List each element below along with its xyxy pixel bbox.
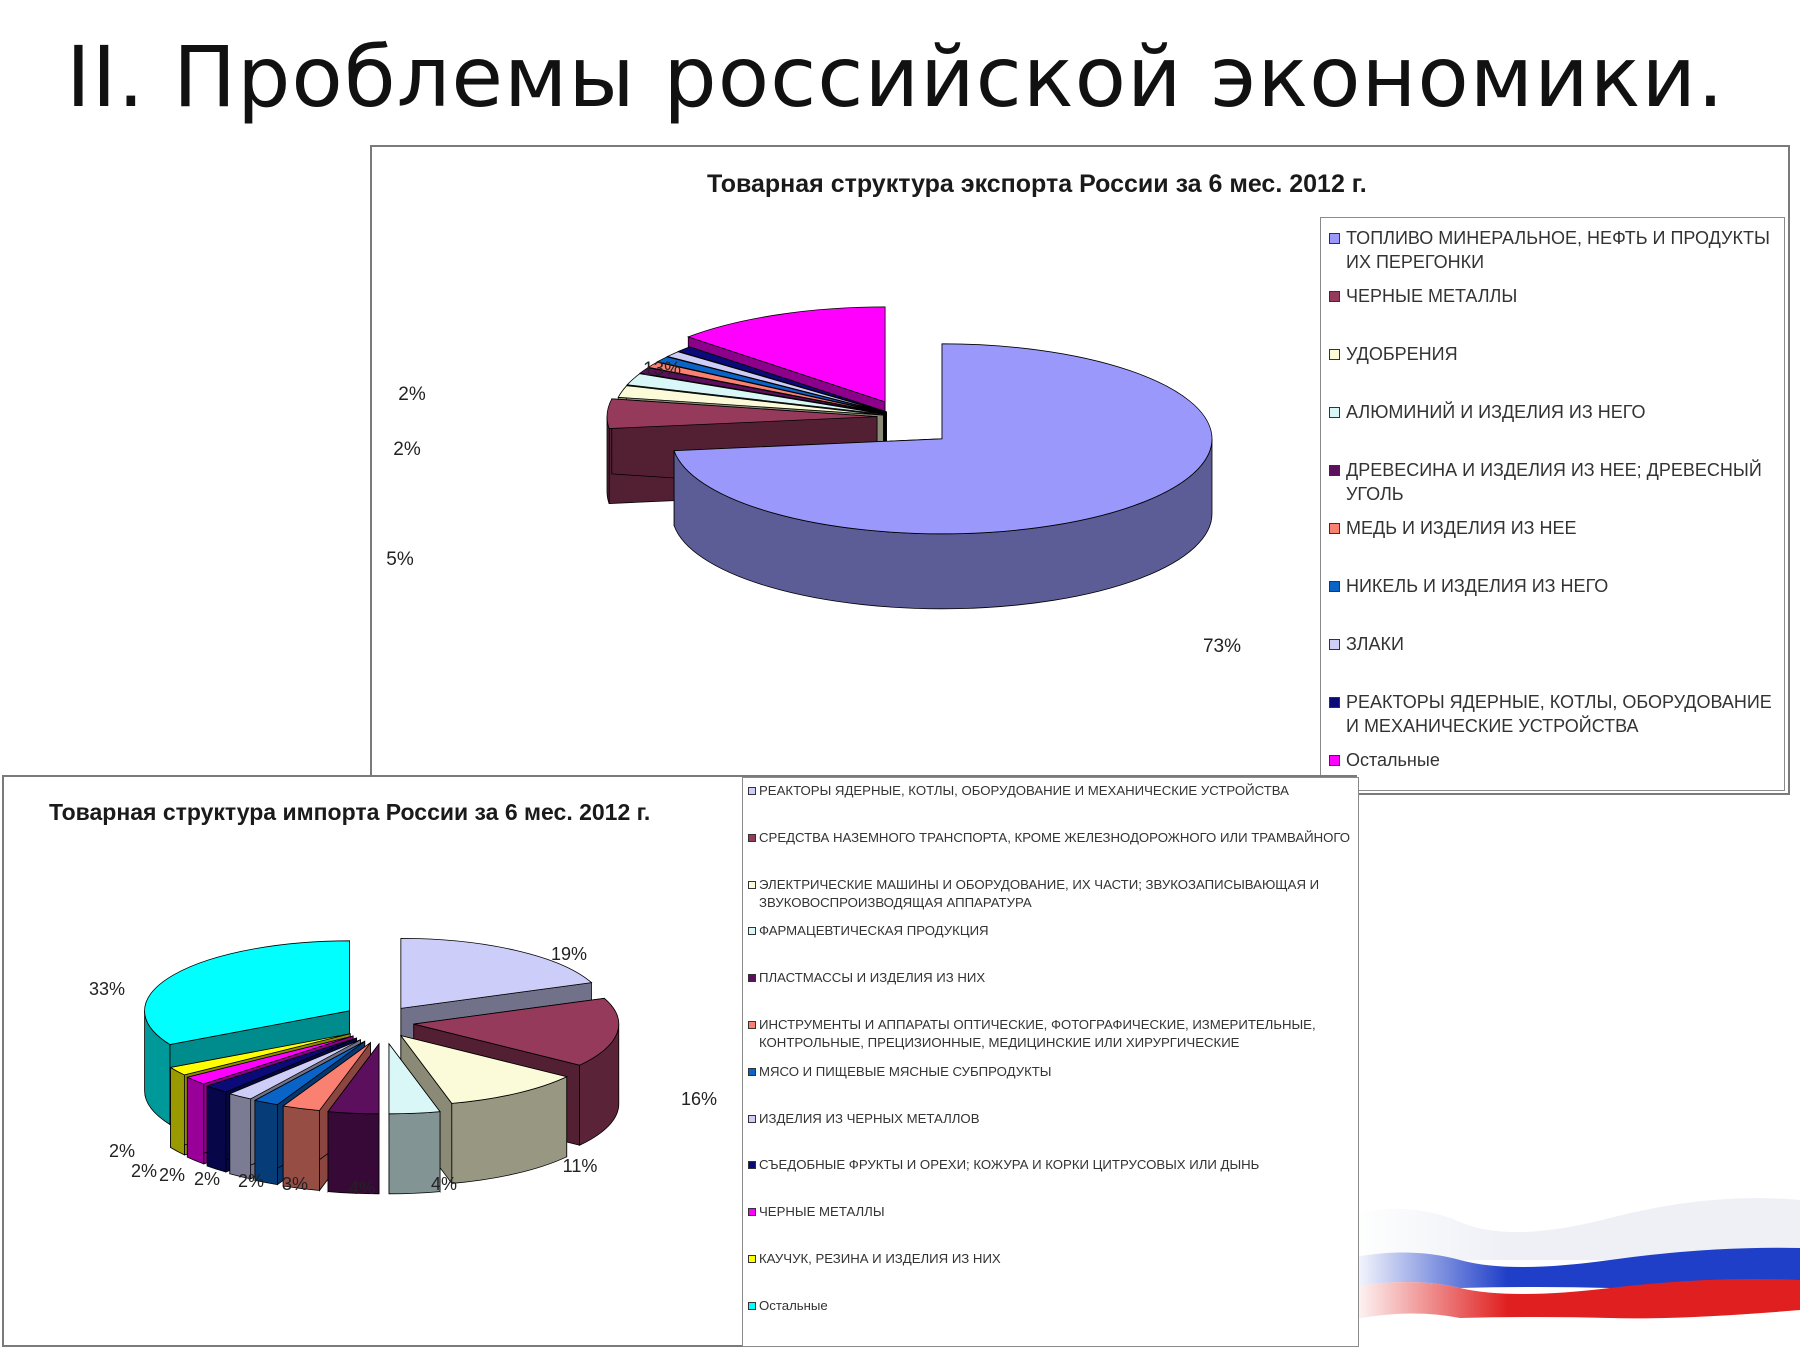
legend-label: РЕАКТОРЫ ЯДЕРНЫЕ, КОТЛЫ, ОБОРУДОВАНИЕ И … <box>759 783 1289 798</box>
legend-label: СЪЕДОБНЫЕ ФРУКТЫ И ОРЕХИ; КОЖУРА И КОРКИ… <box>759 1157 1260 1173</box>
legend-swatch <box>1329 581 1340 592</box>
export-legend: ТОПЛИВО МИНЕРАЛЬНОЕ, НЕФТЬ И ПРОДУКТЫ ИХ… <box>1320 217 1785 791</box>
legend-swatch <box>748 1254 756 1263</box>
legend-swatch <box>1329 465 1340 476</box>
legend-label: Остальные <box>1346 750 1440 770</box>
pct-label-1-11: 33% <box>89 979 125 999</box>
legend-swatch <box>748 1161 756 1170</box>
legend-swatch <box>1329 407 1340 418</box>
legend-swatch <box>1329 697 1340 708</box>
russian-flag-ribbon <box>1350 1160 1800 1350</box>
legend-label: МЕДЬ И ИЗДЕЛИЯ ИЗ НЕЕ <box>1346 518 1577 538</box>
legend-item: ЭЛЕКТРИЧЕСКИЕ МАШИНЫ И ОБОРУДОВАНИЕ, ИХ … <box>747 876 1354 923</box>
legend-item: ЧЕРНЫЕ МЕТАЛЛЫ <box>1327 284 1778 342</box>
pct-label-1-9: 2% <box>131 1161 157 1181</box>
legend-label: НИКЕЛЬ И ИЗДЕЛИЯ ИЗ НЕГО <box>1346 576 1609 596</box>
pct-label-1-6: 2% <box>238 1171 264 1191</box>
legend-label: ЗЛАКИ <box>1346 634 1404 654</box>
legend-swatch <box>748 1020 756 1029</box>
legend-swatch <box>748 880 756 889</box>
pct-label-0-9: 13% <box>643 359 681 380</box>
legend-item: АЛЮМИНИЙ И ИЗДЕЛИЯ ИЗ НЕГО <box>1327 400 1778 458</box>
import-chart-title: Товарная структура импорта России за 6 м… <box>49 799 651 825</box>
legend-label: УДОБРЕНИЯ <box>1346 344 1458 364</box>
legend-label: ПЛАСТМАССЫ И ИЗДЕЛИЯ ИЗ НИХ <box>759 970 986 986</box>
pie-slice-1-3 <box>388 1042 441 1195</box>
legend-swatch <box>1329 291 1340 302</box>
legend-label: ТОПЛИВО МИНЕРАЛЬНОЕ, НЕФТЬ И ПРОДУКТЫ ИХ… <box>1346 228 1770 272</box>
legend-label: ДРЕВЕСИНА И ИЗДЕЛИЯ ИЗ НЕЕ; ДРЕВЕСНЫЙ УГ… <box>1346 460 1762 504</box>
pct-label-1-1: 16% <box>681 1089 717 1109</box>
pct-label-1-3: 4% <box>431 1174 457 1194</box>
legend-swatch <box>1329 349 1340 360</box>
pct-label-1-7: 2% <box>194 1169 220 1189</box>
legend-label: Остальные <box>759 1297 828 1313</box>
legend-item: Остальные <box>747 1297 1354 1344</box>
pie-slice-0-0 <box>673 343 1213 610</box>
pie-slice-1-4 <box>327 1042 380 1195</box>
pct-label-1-2: 11% <box>563 1156 598 1176</box>
import-chart-panel: Товарная структура импорта России за 6 м… <box>2 775 1359 1347</box>
legend-label: ЭЛЕКТРИЧЕСКИЕ МАШИНЫ И ОБОРУДОВАНИЕ, ИХ … <box>759 876 1320 910</box>
pct-label-1-10: 2% <box>109 1141 135 1161</box>
legend-swatch <box>748 1208 756 1217</box>
legend-item: СЪЕДОБНЫЕ ФРУКТЫ И ОРЕХИ; КОЖУРА И КОРКИ… <box>747 1156 1354 1203</box>
pct-label-1-0: 19% <box>551 944 587 964</box>
legend-label: СРЕДСТВА НАЗЕМНОГО ТРАНСПОРТА, КРОМЕ ЖЕЛ… <box>759 829 1351 845</box>
pct-label-1-4: 4% <box>349 1178 375 1198</box>
pct-label-1-8: 2% <box>159 1165 185 1185</box>
legend-item: Остальные <box>1327 748 1778 806</box>
legend-swatch <box>1329 233 1340 244</box>
pct-label-0-2: 2% <box>393 439 421 460</box>
legend-item: РЕАКТОРЫ ЯДЕРНЫЕ, КОТЛЫ, ОБОРУДОВАНИЕ И … <box>1327 690 1778 748</box>
pct-label-0-1: 5% <box>386 549 414 570</box>
legend-item: МЯСО И ПИЩЕВЫЕ МЯСНЫЕ СУБПРОДУКТЫ <box>747 1063 1354 1110</box>
import-legend: РЕАКТОРЫ ЯДЕРНЫЕ, КОТЛЫ, ОБОРУДОВАНИЕ И … <box>742 777 1359 1347</box>
legend-label: РЕАКТОРЫ ЯДЕРНЫЕ, КОТЛЫ, ОБОРУДОВАНИЕ И … <box>1346 692 1772 736</box>
legend-item: ФАРМАЦЕВТИЧЕСКАЯ ПРОДУКЦИЯ <box>747 922 1354 969</box>
legend-label: ИНСТРУМЕНТЫ И АППАРАТЫ ОПТИЧЕСКИЕ, ФОТОГ… <box>759 1016 1316 1050</box>
legend-item: ЧЕРНЫЕ МЕТАЛЛЫ <box>747 1203 1354 1250</box>
legend-label: МЯСО И ПИЩЕВЫЕ МЯСНЫЕ СУБПРОДУКТЫ <box>759 1063 1052 1079</box>
legend-item: СРЕДСТВА НАЗЕМНОГО ТРАНСПОРТА, КРОМЕ ЖЕЛ… <box>747 829 1354 876</box>
legend-swatch <box>748 1067 756 1076</box>
legend-item: МЕДЬ И ИЗДЕЛИЯ ИЗ НЕЕ <box>1327 516 1778 574</box>
legend-label: ФАРМАЦЕВТИЧЕСКАЯ ПРОДУКЦИЯ <box>759 923 989 939</box>
legend-swatch <box>748 1114 756 1123</box>
legend-item: НИКЕЛЬ И ИЗДЕЛИЯ ИЗ НЕГО <box>1327 574 1778 632</box>
legend-label: ЧЕРНЫЕ МЕТАЛЛЫ <box>759 1204 885 1220</box>
legend-label: КАУЧУК, РЕЗИНА И ИЗДЕЛИЯ ИЗ НИХ <box>759 1250 1001 1266</box>
legend-item: ТОПЛИВО МИНЕРАЛЬНОЕ, НЕФТЬ И ПРОДУКТЫ ИХ… <box>1327 226 1778 284</box>
legend-swatch <box>748 927 756 936</box>
export-chart-title: Товарная структура экспорта России за 6 … <box>707 170 1367 198</box>
import-pie-chart: 19%16%11%4%4%3%2%2%2%2%2%33% <box>89 937 717 1198</box>
export-chart-panel: Товарная структура экспорта России за 6 … <box>370 145 1790 795</box>
legend-item: ЗЛАКИ <box>1327 632 1778 690</box>
legend-item: ДРЕВЕСИНА И ИЗДЕЛИЯ ИЗ НЕЕ; ДРЕВЕСНЫЙ УГ… <box>1327 458 1778 516</box>
legend-swatch <box>748 833 756 842</box>
legend-label: АЛЮМИНИЙ И ИЗДЕЛИЯ ИЗ НЕГО <box>1346 402 1646 422</box>
legend-swatch <box>1329 639 1340 650</box>
legend-label: ЧЕРНЫЕ МЕТАЛЛЫ <box>1346 286 1518 306</box>
legend-item: РЕАКТОРЫ ЯДЕРНЫЕ, КОТЛЫ, ОБОРУДОВАНИЕ И … <box>747 782 1354 829</box>
pct-label-0-3: 2% <box>398 384 426 405</box>
legend-item: ИЗДЕЛИЯ ИЗ ЧЕРНЫХ МЕТАЛЛОВ <box>747 1110 1354 1157</box>
legend-swatch <box>1329 755 1340 766</box>
legend-swatch <box>1329 523 1340 534</box>
slide-title: II. Проблемы российской экономики. <box>66 28 1725 126</box>
legend-swatch <box>748 1301 756 1310</box>
legend-item: ПЛАСТМАССЫ И ИЗДЕЛИЯ ИЗ НИХ <box>747 969 1354 1016</box>
export-pie-chart: 73% 5% 2% 2% 13% <box>386 306 1241 657</box>
legend-swatch <box>748 787 756 795</box>
legend-item: КАУЧУК, РЕЗИНА И ИЗДЕЛИЯ ИЗ НИХ <box>747 1250 1354 1297</box>
pct-label-1-5: 3% <box>282 1174 308 1194</box>
pct-label-0-0: 73% <box>1203 636 1241 657</box>
legend-swatch <box>748 974 756 983</box>
legend-item: ИНСТРУМЕНТЫ И АППАРАТЫ ОПТИЧЕСКИЕ, ФОТОГ… <box>747 1016 1354 1063</box>
legend-item: УДОБРЕНИЯ <box>1327 342 1778 400</box>
legend-label: ИЗДЕЛИЯ ИЗ ЧЕРНЫХ МЕТАЛЛОВ <box>759 1110 980 1126</box>
